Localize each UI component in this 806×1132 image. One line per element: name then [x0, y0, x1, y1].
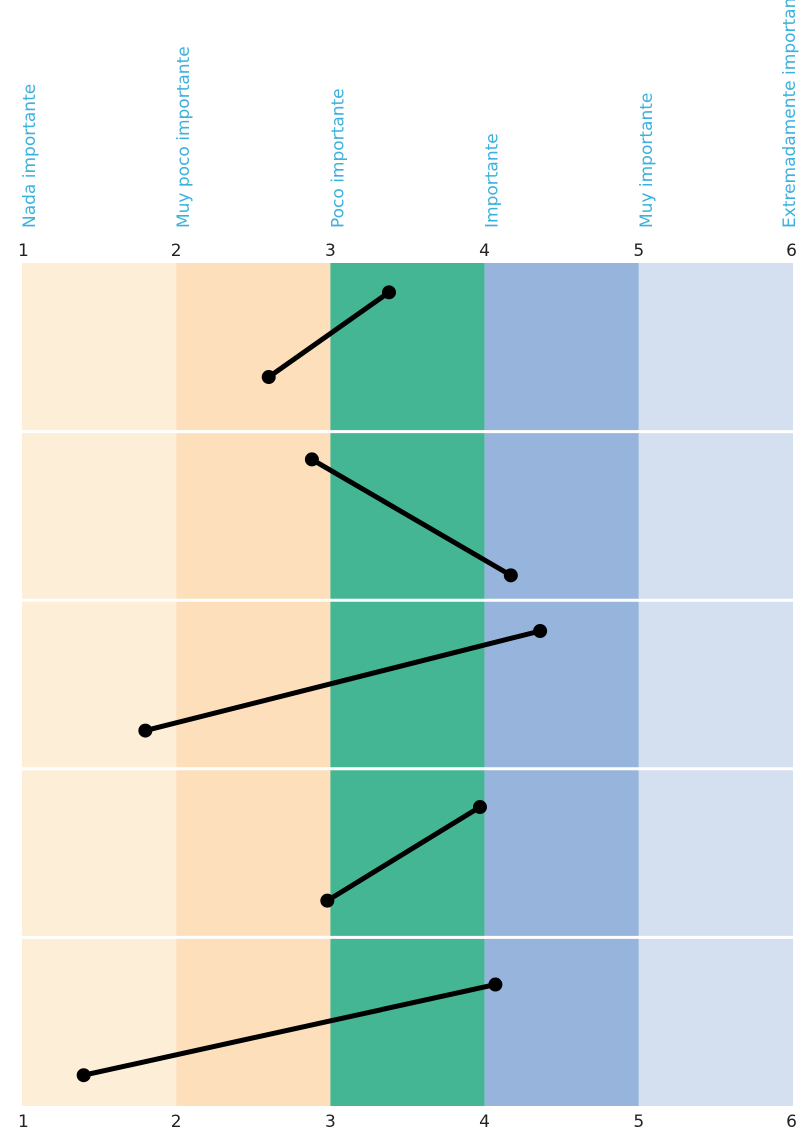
series-line-row-5: [81, 982, 498, 1078]
data-point-row-2-end: [503, 568, 518, 583]
scale-label-5: Muy importante: [637, 93, 657, 228]
bottom-tick-label-4: 4: [479, 1112, 490, 1132]
scale-label-4: Importante: [483, 133, 503, 228]
top-tick-label-6: 6: [786, 241, 797, 261]
band-4: [484, 263, 639, 1106]
band-2: [176, 263, 331, 1106]
data-point-row-3-start: [138, 723, 153, 738]
data-point-row-5-end: [488, 977, 503, 992]
series-line-row-2: [309, 456, 514, 578]
bottom-tick-label-3: 3: [325, 1112, 336, 1132]
data-point-row-1-end: [381, 285, 396, 300]
top-tick-label-5: 5: [633, 241, 644, 261]
series-line-layer: [81, 289, 543, 1078]
data-point-row-4-start: [320, 893, 335, 908]
row-separator-layer: [22, 430, 793, 939]
series-line-row-4: [324, 804, 483, 904]
bottom-tick-label-2: 2: [171, 1112, 182, 1132]
scale-label-1: Nada importante: [20, 84, 40, 228]
top-tick-label-2: 2: [171, 241, 182, 261]
band-5: [638, 263, 793, 1106]
top-tick-label-3: 3: [325, 241, 336, 261]
scale-label-layer: Nada importante Muy poco importante Poco i…: [20, 0, 800, 228]
top-tick-label-1: 1: [18, 241, 29, 261]
series-line-row-3: [142, 628, 543, 734]
data-point-row-4-end: [472, 800, 487, 815]
scale-label-3: Poco importante: [328, 88, 348, 228]
bottom-tick-label-1: 1: [18, 1112, 29, 1132]
scale-label-2: Muy poco importante: [174, 46, 194, 228]
band-1: [22, 263, 177, 1106]
top-tick-layer: 1 2 3 4 5 6: [18, 241, 797, 261]
data-point-row-3-end: [533, 624, 548, 639]
scale-label-6: Extremadamente importante: [780, 0, 800, 228]
bottom-tick-layer: 1 2 3 4 5 6: [18, 1112, 797, 1132]
bottom-tick-label-5: 5: [633, 1112, 644, 1132]
data-point-row-2-start: [304, 452, 319, 467]
bottom-tick-label-6: 6: [786, 1112, 797, 1132]
data-point-layer: [76, 285, 548, 1083]
band-3: [330, 263, 485, 1106]
data-point-row-5-start: [76, 1068, 91, 1083]
data-point-row-1-start: [261, 370, 276, 385]
top-tick-label-4: 4: [479, 241, 490, 261]
band-layer: [22, 263, 793, 1106]
series-line-row-1: [266, 289, 392, 380]
